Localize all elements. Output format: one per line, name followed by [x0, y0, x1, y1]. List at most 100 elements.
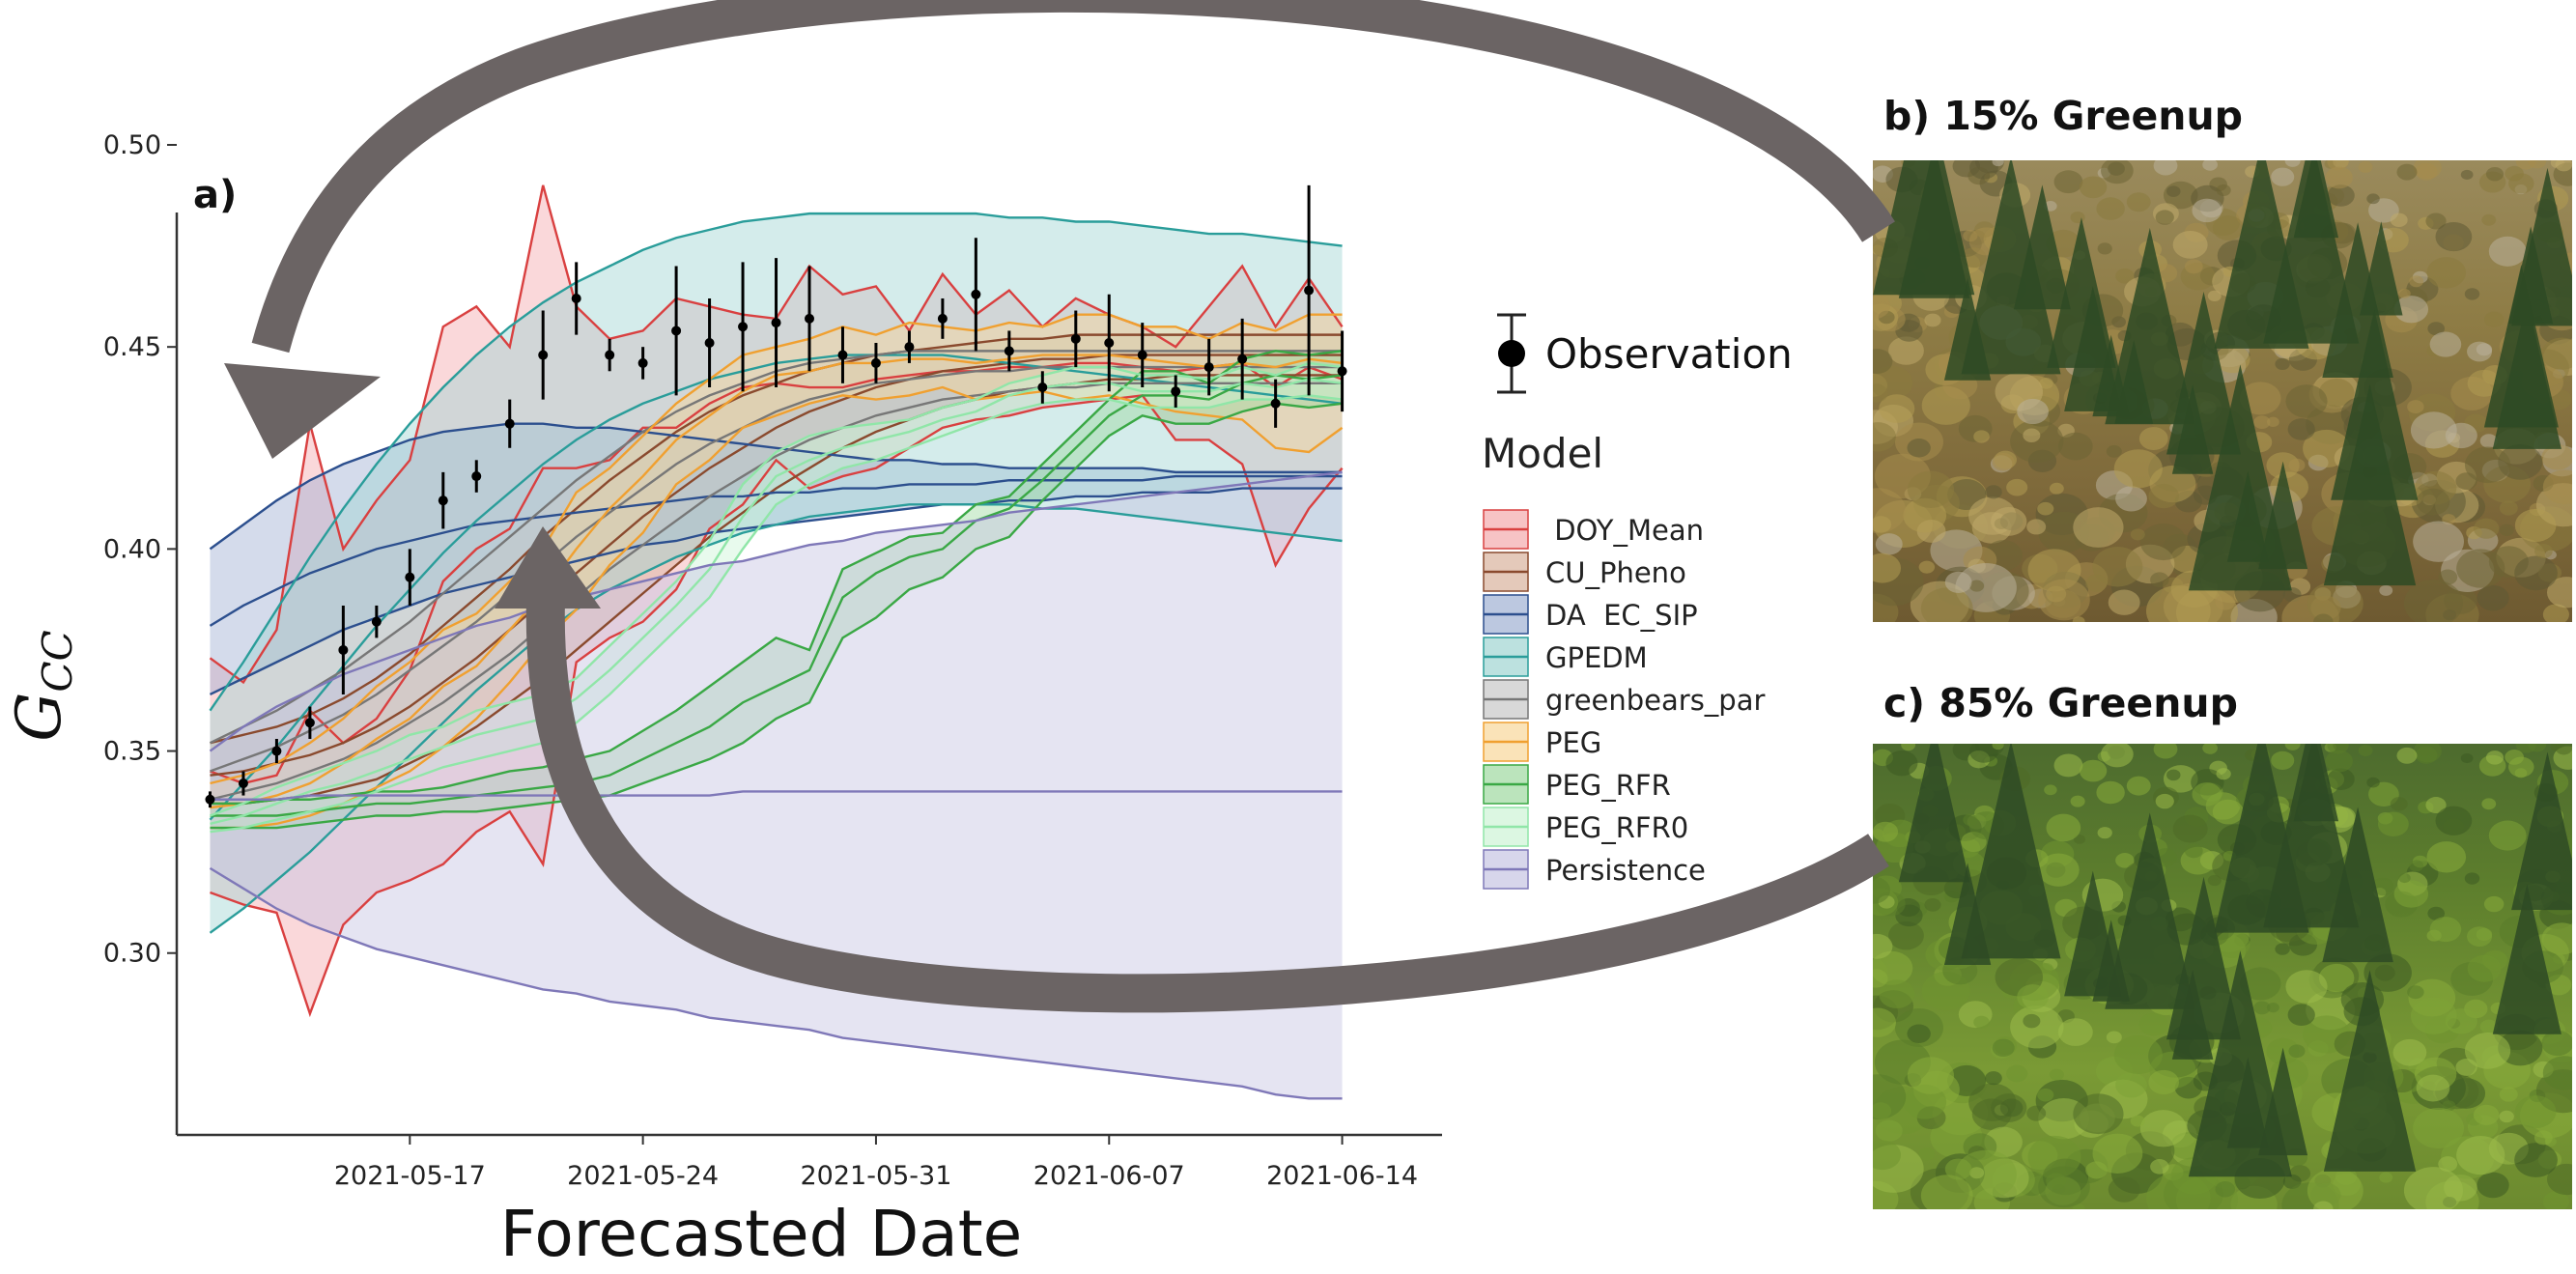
band-da-ec-sip	[210, 423, 1343, 694]
observation-point	[671, 326, 682, 336]
band-peg-rfr	[210, 351, 1343, 829]
observation-point	[1104, 338, 1115, 348]
line-cu-pheno-lower	[210, 374, 1343, 806]
line-da-ec-sip-mid	[209, 474, 1343, 627]
observation-point	[904, 342, 915, 353]
legend-label-persistence: Persistence	[1545, 854, 1706, 887]
line-greenbears-par-mid	[210, 365, 1343, 773]
y-axis-title-main: G	[4, 693, 75, 742]
arrow-from-photo-b	[251, 0, 1895, 354]
line-cu-pheno-mid	[210, 354, 1343, 777]
band-doy-mean	[210, 184, 1343, 1014]
x-tick-label: 2021-05-31	[800, 1161, 951, 1191]
line-peg-lower	[210, 385, 1344, 830]
y-tick-label: 0.50	[103, 130, 161, 160]
model-lines	[209, 184, 1344, 1100]
line-persistence-lower	[209, 866, 1343, 1100]
legend: Observation Model DOY_Mean CU_Pheno DA EC_…	[1482, 313, 1793, 890]
observation-point	[371, 616, 382, 627]
observation-point	[605, 350, 615, 360]
y-tick-label: 0.40	[103, 534, 161, 564]
line-gpedm-lower	[209, 503, 1343, 934]
arrow-head-c	[495, 526, 601, 609]
band-persistence	[210, 471, 1343, 1099]
line-peg-rfr-upper	[210, 350, 1343, 806]
observation-point	[538, 350, 549, 360]
line-peg-rfr0-mid	[210, 378, 1343, 826]
line-gpedm-upper	[209, 212, 1343, 712]
observation-point	[1070, 333, 1081, 344]
observation-point	[1137, 350, 1147, 360]
photo-c-title: c) 85% Greenup	[1883, 680, 2238, 726]
observation-point	[205, 794, 215, 805]
observation-point	[1304, 285, 1315, 296]
observation-point	[805, 313, 814, 324]
line-persistence-upper	[209, 470, 1343, 752]
y-axis-title: GCC	[4, 630, 81, 741]
line-peg-rfr0-upper	[210, 361, 1343, 817]
observations	[205, 184, 1347, 808]
x-tick-label: 2021-05-24	[567, 1161, 719, 1191]
legend-label-cu-pheno: CU_Pheno	[1545, 556, 1686, 589]
panel-label-a: a)	[193, 173, 237, 217]
photo-c-85-greenup	[1873, 744, 2572, 1209]
observation-point	[304, 718, 315, 728]
observation-point	[504, 418, 515, 429]
observation-point	[238, 779, 248, 789]
line-da-ec-sip-upper	[209, 422, 1343, 551]
y-tick-label: 0.30	[103, 939, 161, 969]
x-tick-label: 2021-06-07	[1033, 1161, 1185, 1191]
y-tick-label: 0.35	[103, 737, 161, 767]
observation-point	[837, 350, 848, 360]
observation-point	[1237, 354, 1248, 364]
x-axis-title: Forecasted Date	[500, 1197, 1023, 1271]
observation-point	[438, 495, 448, 506]
photo-b-title: b) 15% Greenup	[1883, 93, 2243, 139]
legend-obs-point	[1498, 340, 1525, 367]
legend-label-doy-mean: DOY_Mean	[1545, 514, 1704, 547]
observation-point	[271, 746, 282, 756]
line-peg-rfr-lower	[210, 402, 1343, 830]
legend-label-peg: PEG	[1545, 726, 1601, 759]
arrow-head-b	[224, 363, 381, 459]
line-persistence-mid	[210, 790, 1343, 801]
axes: 0.30 0.35 0.40 0.45 0.50 2021-05-17 2021-05-24…	[103, 130, 1442, 1191]
observation-point	[1270, 398, 1281, 409]
observation-point	[1004, 346, 1014, 356]
legend-title: Model	[1482, 430, 1603, 477]
observation-point	[405, 572, 415, 582]
observation-point	[571, 293, 581, 303]
line-greenbears-par-lower	[210, 382, 1343, 801]
legend-observation-label: Observation	[1545, 330, 1793, 378]
line-doy-mean-lower	[210, 394, 1344, 1018]
observation-point	[1203, 362, 1214, 373]
observation-point	[637, 357, 648, 368]
band-greenbears-par	[210, 351, 1343, 800]
band-cu-pheno	[210, 334, 1343, 804]
photo-b-15-greenup	[1873, 160, 2572, 622]
legend-items: DOY_Mean CU_Pheno DA EC_SIP GPEDM greenbears…	[1483, 509, 1765, 890]
x-tick-label: 2021-06-14	[1266, 1161, 1418, 1191]
arrow-from-photo-c	[525, 598, 1889, 1013]
line-peg-rfr0-lower	[210, 394, 1343, 834]
observation-point	[1171, 386, 1181, 397]
band-gpedm	[210, 213, 1343, 933]
observation-point	[771, 318, 781, 328]
observation-point	[870, 357, 881, 368]
observation-point	[471, 471, 482, 482]
observation-point	[338, 644, 349, 655]
observation-point	[1337, 366, 1347, 377]
observation-point	[704, 338, 715, 348]
x-tick-label: 2021-05-17	[334, 1161, 486, 1191]
legend-label-gpedm: GPEDM	[1545, 641, 1648, 674]
line-peg-rfr-mid	[210, 374, 1343, 817]
observation-point	[1037, 382, 1048, 393]
legend-label-peg-rfr: PEG_RFR	[1545, 769, 1671, 802]
legend-label-greenbears-par: greenbears_par	[1545, 684, 1765, 717]
legend-label-da-ec-sip: DA EC_SIP	[1545, 599, 1698, 632]
legend-label-peg-rfr0: PEG_RFR0	[1545, 811, 1688, 844]
observation-point	[971, 289, 981, 299]
observation-point	[738, 322, 749, 332]
observation-point	[937, 313, 948, 324]
